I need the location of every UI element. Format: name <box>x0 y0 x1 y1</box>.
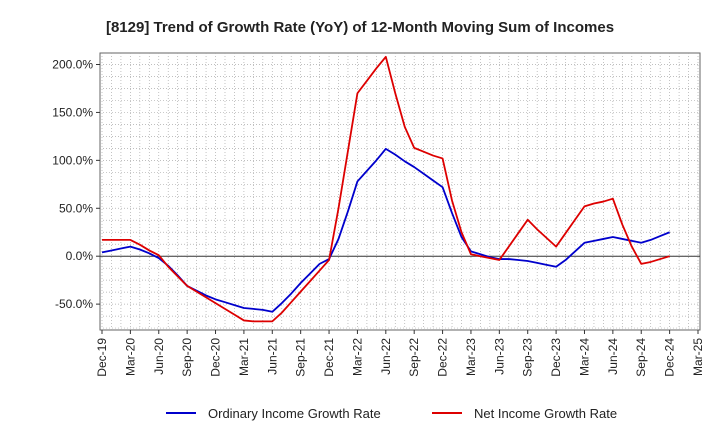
x-tick-label: Sep-23 <box>521 338 535 377</box>
x-tick-label: Mar-22 <box>350 338 364 376</box>
x-tick-label: Sep-24 <box>634 338 648 377</box>
legend: Ordinary Income Growth Rate Net Income G… <box>166 406 617 421</box>
x-tick-label: Jun-23 <box>492 338 506 375</box>
plot-area <box>99 52 701 331</box>
x-tick-label: Jun-24 <box>606 338 620 375</box>
y-tick-label: 200.0% <box>52 58 93 72</box>
x-tick-label: Mar-20 <box>123 338 137 376</box>
x-tick-label: Mar-21 <box>237 338 251 376</box>
y-axis: -50.0% 0.0% 50.0% 100.0% 150.0% 200.0% <box>52 58 100 311</box>
y-tick-label: 50.0% <box>59 201 93 215</box>
x-tick-label: Dec-19 <box>95 338 109 377</box>
x-tick-label: Jun-21 <box>265 338 279 375</box>
legend-label-net-income: Net Income Growth Rate <box>474 406 617 421</box>
x-tick-label: Jun-22 <box>379 338 393 375</box>
x-axis: Dec-19 Mar-20 Jun-20 Sep-20 Dec-20 Mar-21 Jun-… <box>95 330 705 377</box>
legend-label-ordinary-income: Ordinary Income Growth Rate <box>208 406 381 421</box>
x-tick-label: Dec-23 <box>549 338 563 377</box>
x-tick-label: Mar-23 <box>464 338 478 376</box>
x-tick-label: Dec-22 <box>436 338 450 377</box>
series-lines <box>101 55 670 323</box>
grid <box>100 53 700 330</box>
x-tick-label: Jun-20 <box>152 338 166 375</box>
y-tick-label: 150.0% <box>52 105 93 119</box>
x-tick-label: Mar-25 <box>691 338 705 376</box>
chart-title: [8129] Trend of Growth Rate (YoY) of 12-… <box>106 19 614 36</box>
x-tick-label: Dec-24 <box>663 338 677 377</box>
y-tick-label: 0.0% <box>66 249 94 263</box>
y-tick-label: 100.0% <box>52 153 93 167</box>
x-tick-label: Mar-24 <box>577 338 591 376</box>
x-tick-label: Sep-21 <box>294 338 308 377</box>
x-tick-label: Dec-20 <box>209 338 223 377</box>
x-tick-label: Dec-21 <box>322 338 336 377</box>
series-line-net-income-growth-rate <box>102 55 670 323</box>
x-tick-label: Sep-22 <box>407 338 421 377</box>
y-tick-label: -50.0% <box>55 297 93 311</box>
x-tick-label: Sep-20 <box>180 338 194 377</box>
